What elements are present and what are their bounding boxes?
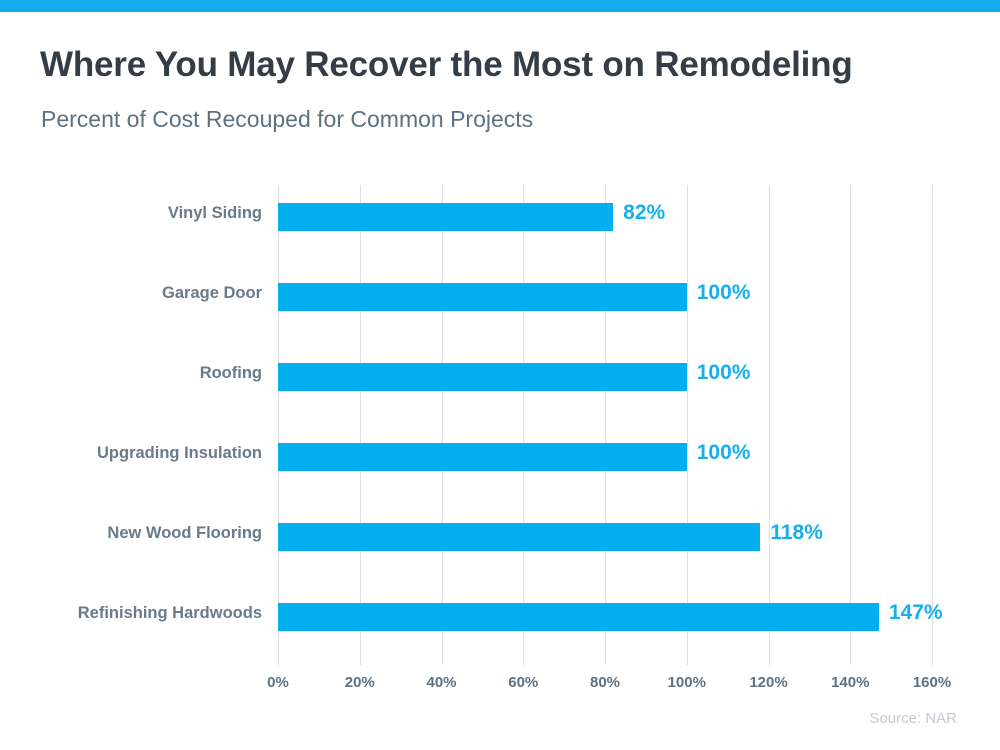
- bar-value-label: 82%: [623, 201, 666, 224]
- page-title: Where You May Recover the Most on Remode…: [40, 45, 853, 84]
- x-axis-tick-label: 160%: [912, 674, 952, 691]
- category-label: Vinyl Siding: [167, 204, 262, 222]
- top-accent-bar: [0, 0, 1000, 12]
- bar-row[interactable]: Refinishing Hardwoods 147%: [0, 585, 1000, 665]
- gridline: [768, 185, 770, 665]
- bar[interactable]: [278, 363, 687, 391]
- x-axis-tick-label: 140%: [831, 674, 870, 691]
- bar[interactable]: [278, 603, 879, 631]
- x-axis-tick-label: 100%: [667, 674, 706, 691]
- bar-row[interactable]: New Wood Flooring 118%: [0, 505, 1000, 585]
- page-subtitle: Percent of Cost Recouped for Common Proj…: [41, 106, 534, 132]
- bar[interactable]: [278, 203, 614, 231]
- bar[interactable]: [278, 523, 761, 551]
- bar-row[interactable]: Garage Door 100%: [0, 265, 1000, 345]
- bar-value-label: 100%: [696, 441, 751, 464]
- x-axis-tick-label: 40%: [426, 674, 457, 691]
- plot-area: [278, 185, 933, 665]
- gridline: [932, 185, 933, 665]
- category-label: Upgrading Insulation: [97, 444, 262, 462]
- bar[interactable]: [278, 443, 687, 471]
- gridline: [359, 185, 361, 665]
- bar-value-label: 118%: [770, 521, 823, 544]
- gridline: [850, 185, 852, 665]
- source-note: Source: NAR: [869, 710, 957, 727]
- x-axis-tick-label: 0%: [267, 674, 289, 691]
- gridline: [278, 185, 279, 665]
- category-label: Garage Door: [162, 284, 262, 302]
- x-axis-tick-label: 80%: [589, 674, 621, 691]
- bar-value-label: 147%: [888, 601, 943, 624]
- x-axis-tick-label: 60%: [508, 674, 539, 691]
- category-label: Refinishing Hardwoods: [77, 604, 262, 622]
- gridline: [605, 185, 606, 665]
- bar-value-label: 100%: [696, 281, 751, 304]
- bar-row[interactable]: Vinyl Siding 82%: [0, 185, 1000, 265]
- gridline: [686, 185, 688, 665]
- bar-value-label: 100%: [696, 361, 751, 384]
- bar-row[interactable]: Roofing 100%: [0, 345, 1000, 425]
- bar-row[interactable]: Upgrading Insulation 100%: [0, 425, 1000, 505]
- x-axis-tick-label: 120%: [749, 674, 788, 691]
- gridline: [441, 185, 443, 665]
- category-label: Roofing: [199, 364, 262, 382]
- bar[interactable]: [278, 283, 687, 311]
- category-label: New Wood Flooring: [107, 524, 262, 542]
- x-axis-tick-label: 20%: [344, 674, 375, 691]
- gridline: [523, 185, 525, 665]
